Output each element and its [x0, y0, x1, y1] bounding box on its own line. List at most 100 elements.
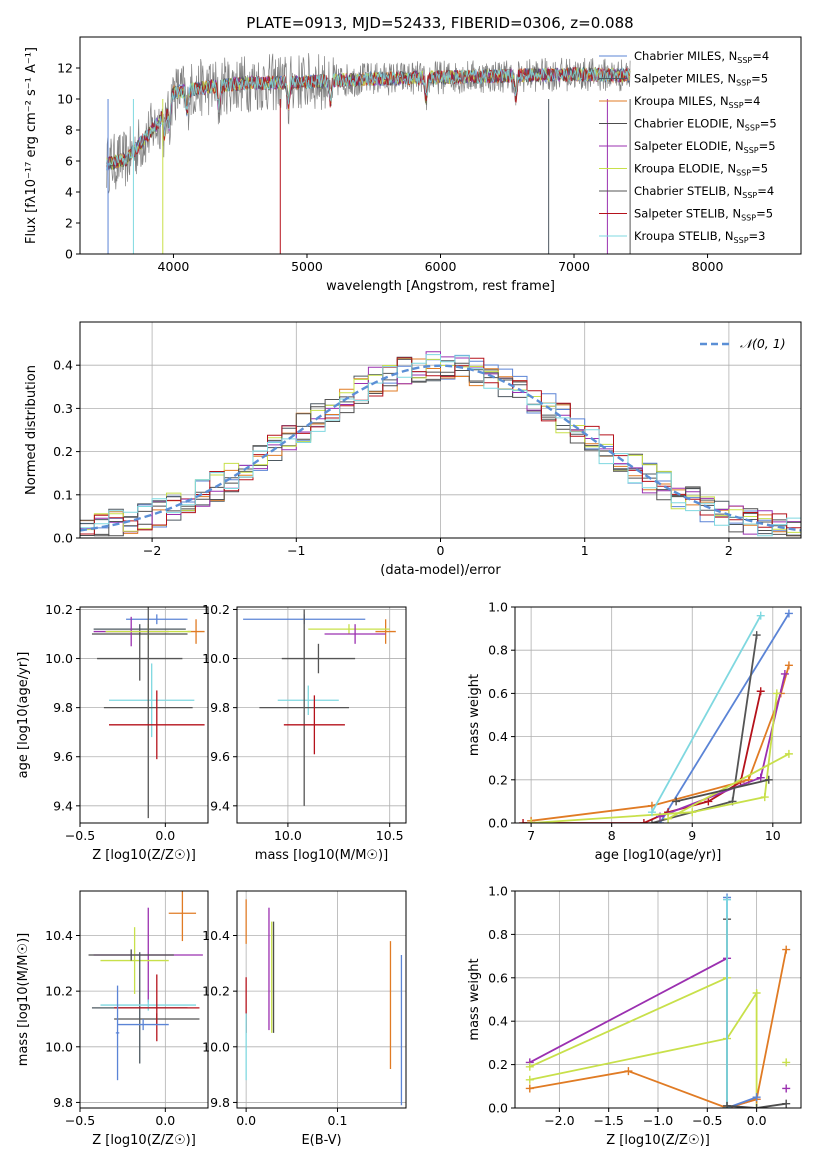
weight-marker — [784, 609, 793, 618]
x-axis-label: wavelength [Angstrom, rest frame] — [326, 279, 555, 294]
plot-area — [519, 609, 793, 823]
x-axis-label: Z [log10(Z/Z☉)] — [92, 1133, 196, 1148]
y-tick-label: 9.6 — [53, 749, 73, 764]
y-tick-label: 1.0 — [488, 884, 508, 899]
weight-marker — [756, 773, 765, 782]
legend-label-7: Salpeter STELIB, NSSP=5 — [634, 207, 773, 223]
x-tick-label: 0.0 — [747, 1113, 767, 1128]
weight-line-3 — [529, 949, 788, 1108]
weight-marker — [525, 1084, 534, 1093]
x-axis-label: mass [log10(M/M☉)] — [255, 848, 388, 863]
x-tick-label: −0.5 — [692, 1113, 722, 1128]
axes-frame — [79, 606, 209, 824]
x-tick-label: 8000 — [692, 259, 724, 274]
y-axis-label: mass weight — [467, 674, 482, 756]
y-tick-label: 0.2 — [488, 1057, 508, 1072]
y-tick-label: 0.3 — [53, 401, 73, 416]
x-tick-label: 0.1 — [328, 1113, 348, 1128]
axes-frame — [236, 890, 407, 1109]
y-tick-label: 10.0 — [202, 1039, 230, 1054]
y-tick-label: 0.0 — [53, 531, 73, 546]
chart-0: 4000 5000 6000 7000 8000 0 2 4 6 8 10 12 wavelength … — [24, 36, 802, 294]
x-tick-label: −1.0 — [643, 1113, 673, 1128]
y-tick-label: 0.4 — [53, 358, 73, 373]
legend-normal-label: 𝒩(0, 1) — [740, 336, 786, 351]
weight-marker — [519, 819, 528, 823]
y-tick-label: 0.6 — [488, 686, 508, 701]
normal-curve — [80, 364, 801, 532]
plot-area — [88, 891, 203, 1081]
legend-label-5: Kroupa ELODIE, NSSP=5 — [634, 162, 768, 178]
x-tick-label: −1 — [287, 543, 305, 558]
x-tick-label: −1.5 — [594, 1113, 624, 1128]
x-tick-label: −2.0 — [544, 1113, 574, 1128]
y-tick-label: 0.6 — [488, 970, 508, 985]
x-axis-label: Z [log10(Z/Z☉)] — [606, 1133, 710, 1148]
chart-6: 0.0 0.1 9.8 10.0 10.2 10.4 E(B-V) — [202, 890, 407, 1148]
histogram-8 — [80, 354, 801, 537]
weight-marker — [780, 669, 789, 678]
y-tick-label: 9.8 — [210, 700, 230, 715]
y-tick-label: 9.6 — [210, 749, 230, 764]
weight-marker — [756, 687, 765, 696]
weight-marker — [764, 775, 773, 784]
weight-line-7 — [651, 615, 762, 813]
weight-marker — [772, 689, 781, 698]
y-tick-label: 10.2 — [45, 984, 73, 999]
chart-2: −0.5 0.0 9.4 9.6 9.8 10.0 10.2 Z [log10(Z/Z☉)] a… — [16, 602, 209, 863]
x-tick-label: 7000 — [558, 259, 590, 274]
weight-marker — [672, 797, 681, 806]
plot-area — [80, 351, 801, 537]
y-tick-label: 10.0 — [45, 651, 73, 666]
y-axis-label: Normed distribution — [24, 365, 39, 495]
y-tick-label: 10.4 — [45, 928, 73, 943]
legend-label-1: Salpeter MILES, NSSP=5 — [634, 72, 768, 88]
y-tick-label: 9.8 — [53, 700, 73, 715]
y-tick-label: 9.8 — [210, 1095, 230, 1110]
y-tick-label: 10.0 — [202, 651, 230, 666]
y-axis-label: age [log10(age/yr)] — [16, 652, 31, 779]
chart-1: −2 −1 0 1 2 0.0 0.1 0.2 0.3 0.4 (data-model)/error… — [24, 321, 802, 578]
x-axis-label: E(B-V) — [301, 1133, 341, 1148]
x-tick-label: 0.0 — [236, 1113, 256, 1128]
plot-area — [245, 899, 403, 1106]
chart-7: −2.0 −1.5 −1.0 −0.5 0.0 0.0 0.2 0.4 0.6 0.8 1.0 Z [… — [467, 884, 802, 1148]
weight-marker — [527, 819, 536, 823]
legend-label-8: Kroupa STELIB, NSSP=3 — [634, 229, 765, 245]
x-tick-label: 4000 — [158, 259, 190, 274]
weight-marker — [688, 808, 697, 817]
y-tick-label: 10.2 — [45, 602, 73, 617]
y-tick-label: 10.0 — [45, 1039, 73, 1054]
x-tick-label: 6000 — [425, 259, 457, 274]
y-tick-label: 8 — [65, 123, 73, 138]
x-axis-label: age [log10(age/yr)] — [595, 848, 722, 863]
x-axis-label: Z [log10(Z/Z☉)] — [92, 848, 196, 863]
weight-marker — [760, 793, 769, 802]
x-tick-label: 2 — [725, 543, 733, 558]
weight-line-5 — [531, 693, 778, 823]
x-tick-label: 8 — [608, 828, 616, 843]
weight-marker — [723, 1101, 732, 1108]
legend-label-3: Chabrier ELODIE, NSSP=5 — [634, 117, 777, 133]
plot-area — [243, 609, 396, 806]
weight-line-2 — [523, 691, 762, 823]
legend-label-0: Chabrier MILES, NSSP=4 — [634, 49, 769, 65]
weight-marker — [525, 1075, 534, 1084]
weight-marker — [624, 1067, 633, 1076]
y-tick-label: 0.1 — [53, 487, 73, 502]
legend-label-2: Kroupa MILES, NSSP=4 — [634, 94, 760, 110]
weight-marker — [752, 988, 761, 997]
y-tick-label: 9.4 — [210, 798, 230, 813]
legend-label-6: Chabrier STELIB, NSSP=4 — [634, 184, 774, 200]
weight-marker — [782, 1084, 791, 1093]
x-tick-label: 9 — [688, 828, 696, 843]
x-tick-label: 7 — [527, 828, 535, 843]
x-tick-label: 0 — [437, 543, 445, 558]
spectrum-model-8 — [106, 66, 631, 170]
plot-area — [91, 607, 205, 819]
weight-line-6 — [667, 753, 790, 820]
y-axis-label: mass weight — [467, 958, 482, 1040]
chart-4: 7 8 9 10 0.0 0.2 0.4 0.6 0.8 1.0 age [log10(age/yr… — [467, 600, 802, 863]
y-tick-label: 0.0 — [488, 816, 508, 831]
